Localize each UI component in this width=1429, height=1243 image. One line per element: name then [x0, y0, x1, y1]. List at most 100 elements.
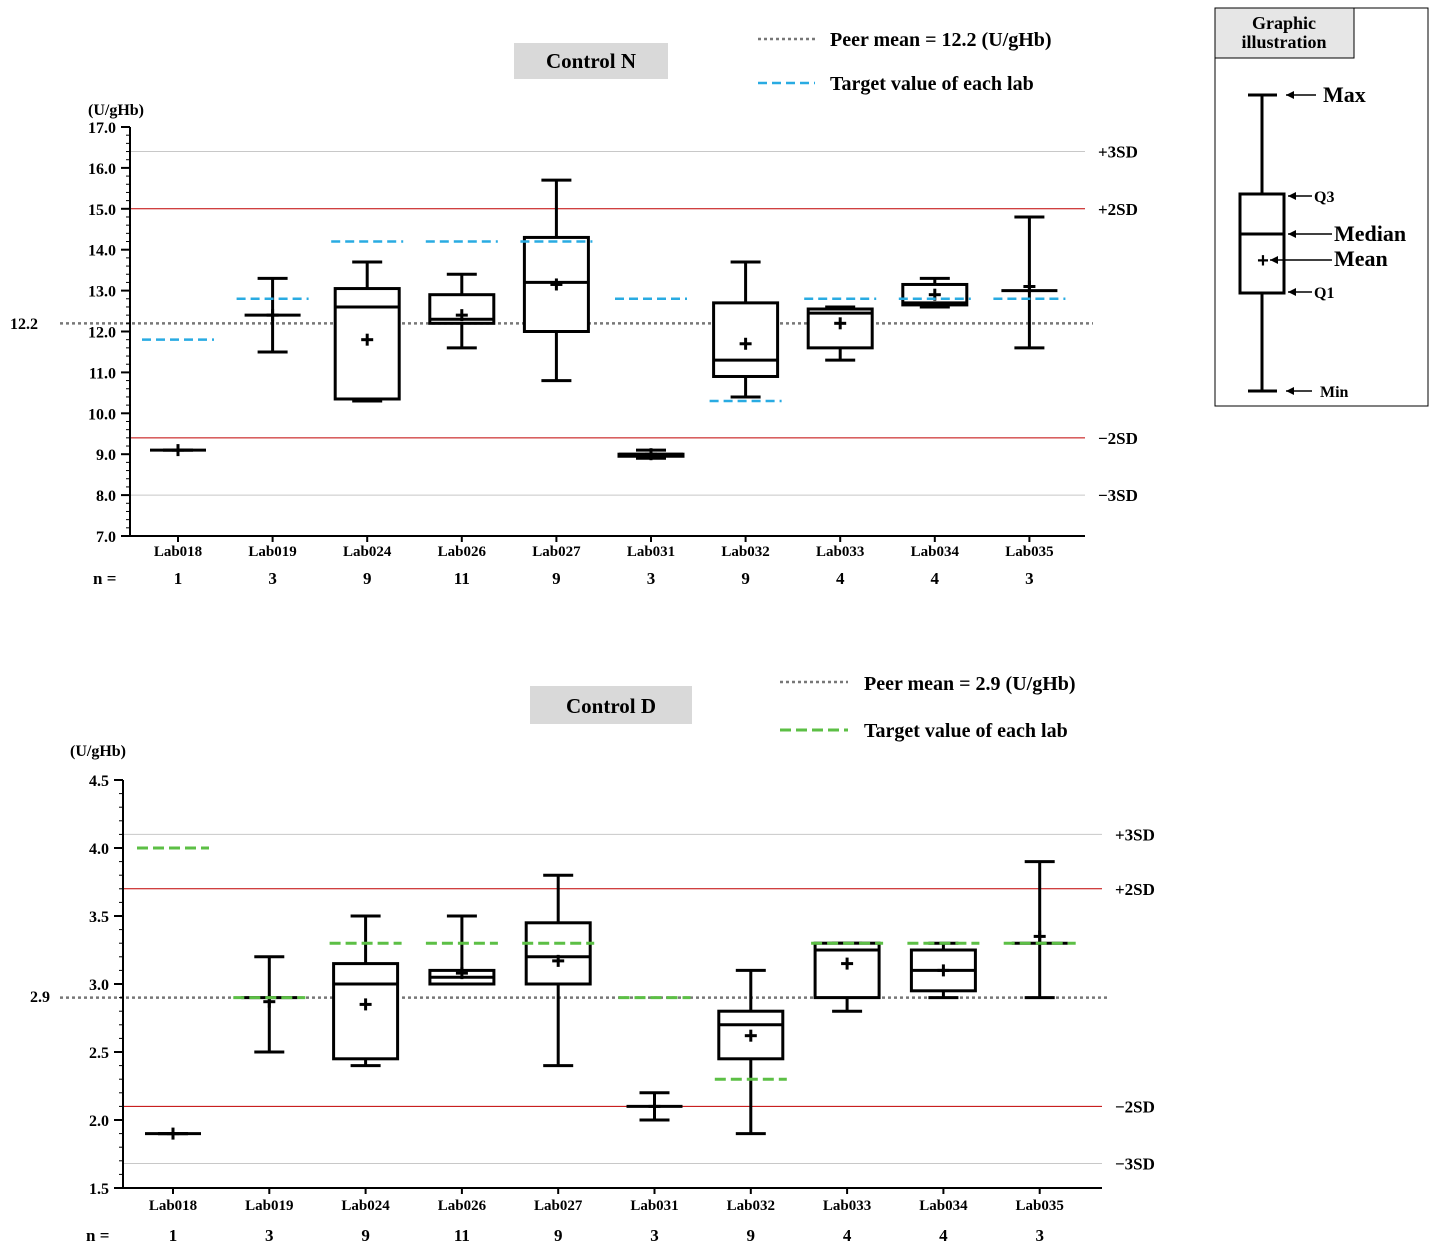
n-value-label: 11 [454, 569, 470, 588]
box-lab026 [425, 240, 498, 350]
x-tick-label: Lab034 [911, 544, 960, 560]
graphic-illustration-title-line1: Graphic [1252, 13, 1316, 33]
y-tick-label: 17.0 [88, 120, 116, 137]
y-tick-label: 16.0 [88, 161, 116, 178]
y-tick-label: 1.5 [89, 1181, 109, 1198]
x-tick-label: Lab026 [438, 544, 487, 560]
y-tick-label: 10.0 [88, 406, 116, 423]
label-q1: Q1 [1314, 285, 1334, 302]
box-lab027 [520, 178, 593, 383]
x-tick-label: Lab024 [343, 544, 392, 560]
iqr-box [712, 301, 780, 378]
box-lab033 [811, 941, 884, 1013]
n-value-label: 11 [454, 1226, 470, 1243]
n-value-label: 9 [554, 1226, 563, 1243]
label-min: Min [1320, 384, 1349, 401]
chart-title: Control N [546, 49, 636, 73]
y-unit-label: (U/gHb) [88, 102, 144, 119]
x-tick-label: Lab031 [630, 1198, 678, 1214]
box-lab035 [993, 215, 1066, 350]
peer-mean-value-label: 12.2 [10, 316, 38, 333]
iqr-box [524, 921, 592, 986]
label-median: Median [1334, 221, 1406, 246]
x-tick-label: Lab018 [149, 1198, 197, 1214]
x-tick-label: Lab033 [823, 1198, 871, 1214]
y-tick-label: 2.0 [89, 1113, 109, 1130]
arrow-median [1288, 230, 1332, 238]
sd-reference-label: −2SD [1115, 1097, 1155, 1116]
n-value-label: 4 [836, 569, 845, 588]
graphic-illustration-title-line2: illustration [1241, 32, 1326, 52]
y-tick-label: 14.0 [88, 243, 116, 260]
box-lab018 [137, 846, 209, 1140]
chart-panel-control-d: +3SD +2SD −2SD −3SD 1.5 2.0 2.5 3.0 3.5 4.0 4.5 Lab… [60, 773, 1155, 1243]
n-value-label: 3 [268, 569, 277, 588]
box-lab031 [618, 996, 691, 1122]
legend-target-label: Target value of each lab [830, 73, 1034, 95]
y-unit-label: (U/gHb) [70, 743, 126, 760]
y-tick-label: 3.5 [89, 909, 109, 926]
n-value-label: 3 [1035, 1226, 1044, 1243]
n-value-label: 3 [1025, 569, 1034, 588]
graphic-illustration-panel: Graphic illustration + Max Q3 Median Mea [1214, 7, 1429, 407]
n-value-label: 3 [265, 1226, 274, 1243]
box-lab032 [709, 260, 782, 403]
x-tick-label: Lab026 [438, 1198, 487, 1214]
legend-peer-mean-label: Peer mean = 12.2 (U/gHb) [830, 29, 1052, 51]
y-tick-label: 4.5 [89, 773, 109, 790]
n-value-label: 9 [741, 569, 750, 588]
box-lab034 [898, 276, 971, 309]
n-value-label: 9 [552, 569, 561, 588]
arrow-q3 [1288, 192, 1312, 200]
sd-reference-label: −3SD [1098, 486, 1138, 505]
n-value-label: 4 [931, 569, 940, 588]
box-lab033 [804, 297, 877, 362]
box-lab032 [714, 968, 787, 1136]
sd-reference-label: +2SD [1115, 880, 1155, 899]
x-tick-label: Lab033 [816, 544, 864, 560]
graphic-illustration-title-box [1214, 7, 1355, 59]
n-value-label: 4 [939, 1226, 948, 1243]
sd-reference-label: +2SD [1098, 200, 1138, 219]
n-value-label: 3 [650, 1226, 659, 1243]
box-lab024 [331, 240, 404, 403]
iqr-box [332, 962, 400, 1061]
x-tick-label: Lab027 [532, 544, 581, 560]
chart-control-d-header: Control D Peer mean = 2.9 (U/gHb) Target… [30, 673, 1076, 1243]
legend-peer-mean-label: Peer mean = 2.9 (U/gHb) [864, 673, 1076, 695]
chart-title: Control D [566, 694, 656, 718]
y-tick-label: 4.0 [89, 841, 109, 858]
x-tick-label: Lab032 [721, 544, 769, 560]
arrow-min [1286, 387, 1312, 395]
arrow-mean [1270, 256, 1332, 264]
x-tick-label: Lab019 [248, 544, 296, 560]
legend-target-label: Target value of each lab [864, 720, 1068, 742]
box-lab026 [425, 914, 498, 986]
n-value-label: 9 [363, 569, 372, 588]
sd-reference-label: −2SD [1098, 429, 1138, 448]
y-tick-label: 7.0 [96, 529, 116, 546]
box-lab034 [907, 941, 980, 1000]
example-box [1238, 192, 1286, 295]
y-tick-label: 13.0 [88, 284, 116, 301]
box-lab024 [329, 914, 402, 1068]
sd-reference-label: +3SD [1115, 825, 1155, 844]
x-tick-label: Lab027 [534, 1198, 583, 1214]
x-tick-label: Lab031 [627, 544, 675, 560]
y-tick-label: 3.0 [89, 977, 109, 994]
box-lab019 [233, 955, 306, 1054]
peer-mean-value-label: 2.9 [30, 989, 50, 1006]
chart-panel-control-n: +3SD +2SD −2SD −3SD 7.0 8.0 9.0 10.0 11.0 12.0 13.… [60, 120, 1138, 588]
label-mean: Mean [1334, 246, 1388, 271]
box-lab018 [142, 338, 214, 457]
chart-title-box [514, 43, 668, 79]
example-mean-marker: + [1257, 250, 1269, 272]
x-tick-label: Lab018 [154, 544, 202, 560]
n-value-label: 1 [169, 1226, 178, 1243]
y-tick-label: 8.0 [96, 488, 116, 505]
x-tick-label: Lab019 [245, 1198, 293, 1214]
box-lab031 [615, 297, 687, 461]
y-tick-label: 11.0 [89, 365, 116, 382]
label-max: Max [1323, 82, 1366, 107]
